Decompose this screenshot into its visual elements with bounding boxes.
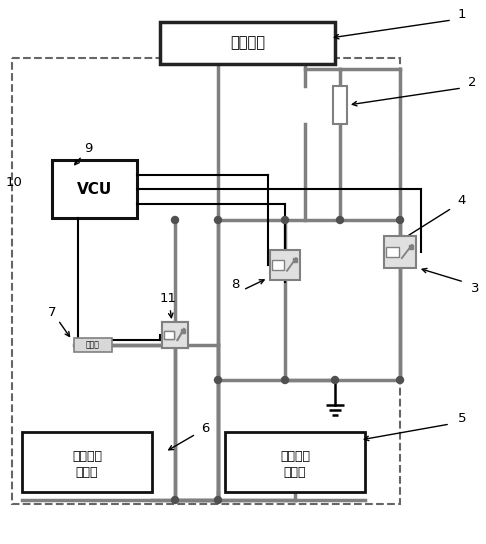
Circle shape [172, 217, 178, 224]
Circle shape [172, 497, 178, 504]
Bar [270, 250, 300, 280]
Text: 3: 3 [471, 281, 479, 294]
Circle shape [214, 217, 222, 224]
Bar [272, 260, 284, 270]
Circle shape [214, 376, 222, 384]
Circle shape [397, 217, 403, 224]
Bar [162, 322, 188, 348]
Bar [225, 432, 365, 492]
Text: 控制器: 控制器 [284, 466, 306, 479]
Bar [22, 432, 152, 492]
Bar [164, 331, 174, 339]
Text: 2: 2 [468, 76, 476, 89]
Text: 控制器: 控制器 [76, 466, 98, 479]
Bar [12, 58, 400, 504]
Text: 上装电机: 上装电机 [72, 449, 102, 462]
Bar [386, 247, 399, 257]
Text: 8: 8 [231, 279, 239, 292]
Circle shape [397, 376, 403, 384]
Text: 7: 7 [48, 306, 56, 318]
Bar [333, 86, 347, 124]
Circle shape [281, 217, 289, 224]
Circle shape [336, 217, 344, 224]
Bar [74, 338, 112, 352]
Text: 4: 4 [458, 194, 466, 207]
Text: 保险丝: 保险丝 [86, 341, 100, 349]
Text: 5: 5 [458, 411, 466, 424]
Text: 10: 10 [5, 176, 22, 189]
Text: 驱动电机: 驱动电机 [280, 449, 310, 462]
Text: VCU: VCU [77, 182, 112, 196]
Circle shape [281, 376, 289, 384]
Circle shape [214, 497, 222, 504]
Bar [52, 160, 137, 218]
Text: 动力电池: 动力电池 [230, 35, 265, 51]
Text: 6: 6 [201, 422, 209, 435]
Circle shape [331, 376, 339, 384]
Text: 11: 11 [159, 292, 176, 305]
Bar [162, 322, 188, 348]
Bar [384, 236, 416, 268]
Bar [164, 331, 174, 339]
Text: 1: 1 [458, 9, 466, 22]
Bar [160, 22, 335, 64]
Text: 9: 9 [84, 141, 92, 154]
